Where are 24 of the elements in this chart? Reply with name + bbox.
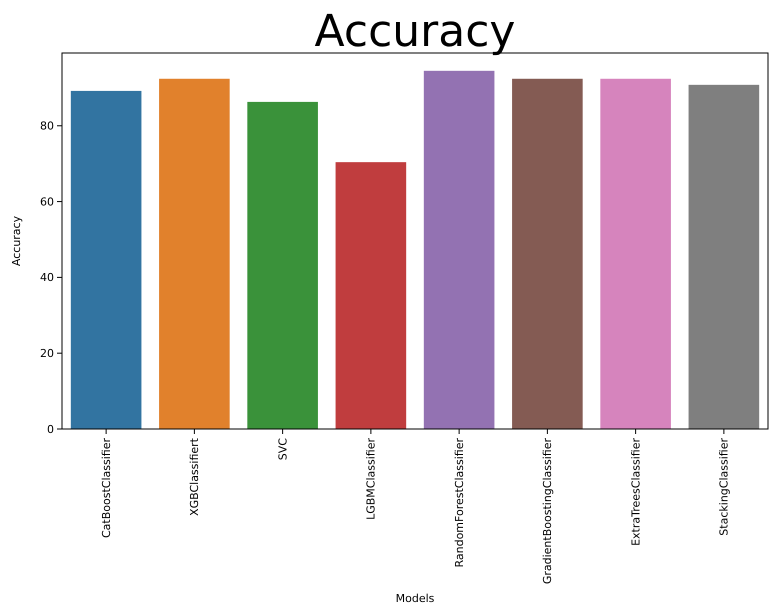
x-tick-label: XGBClassifiert — [188, 437, 202, 516]
bar — [688, 84, 760, 429]
x-tick-label: LGBMClassifier — [364, 438, 378, 520]
x-tick-label: RandomForestClassifier — [452, 438, 466, 568]
x-axis-title: Models — [396, 592, 435, 605]
y-tick-label: 40 — [40, 271, 54, 284]
bar — [159, 78, 230, 429]
y-tick-label: 0 — [47, 422, 54, 436]
x-tick-label: StackingClassifier — [718, 438, 731, 536]
chart-title: Accuracy — [314, 6, 516, 57]
y-tick-label: 80 — [40, 120, 54, 133]
y-tick-label: 60 — [40, 195, 54, 208]
bar — [247, 102, 318, 429]
y-axis-title: Accuracy — [10, 215, 23, 266]
x-tick-label: ExtraTreesClassifier — [629, 438, 642, 546]
x-tick-label: CatBoostClassifier — [100, 438, 113, 538]
x-tick-label: SVC — [276, 438, 290, 460]
bar — [424, 70, 494, 429]
bar — [70, 90, 142, 429]
x-tick-label: GradientBoostingClassifier — [541, 438, 554, 584]
bar — [600, 78, 671, 429]
y-tick-label: 20 — [40, 347, 54, 360]
bar — [512, 78, 583, 429]
bar — [336, 162, 406, 429]
